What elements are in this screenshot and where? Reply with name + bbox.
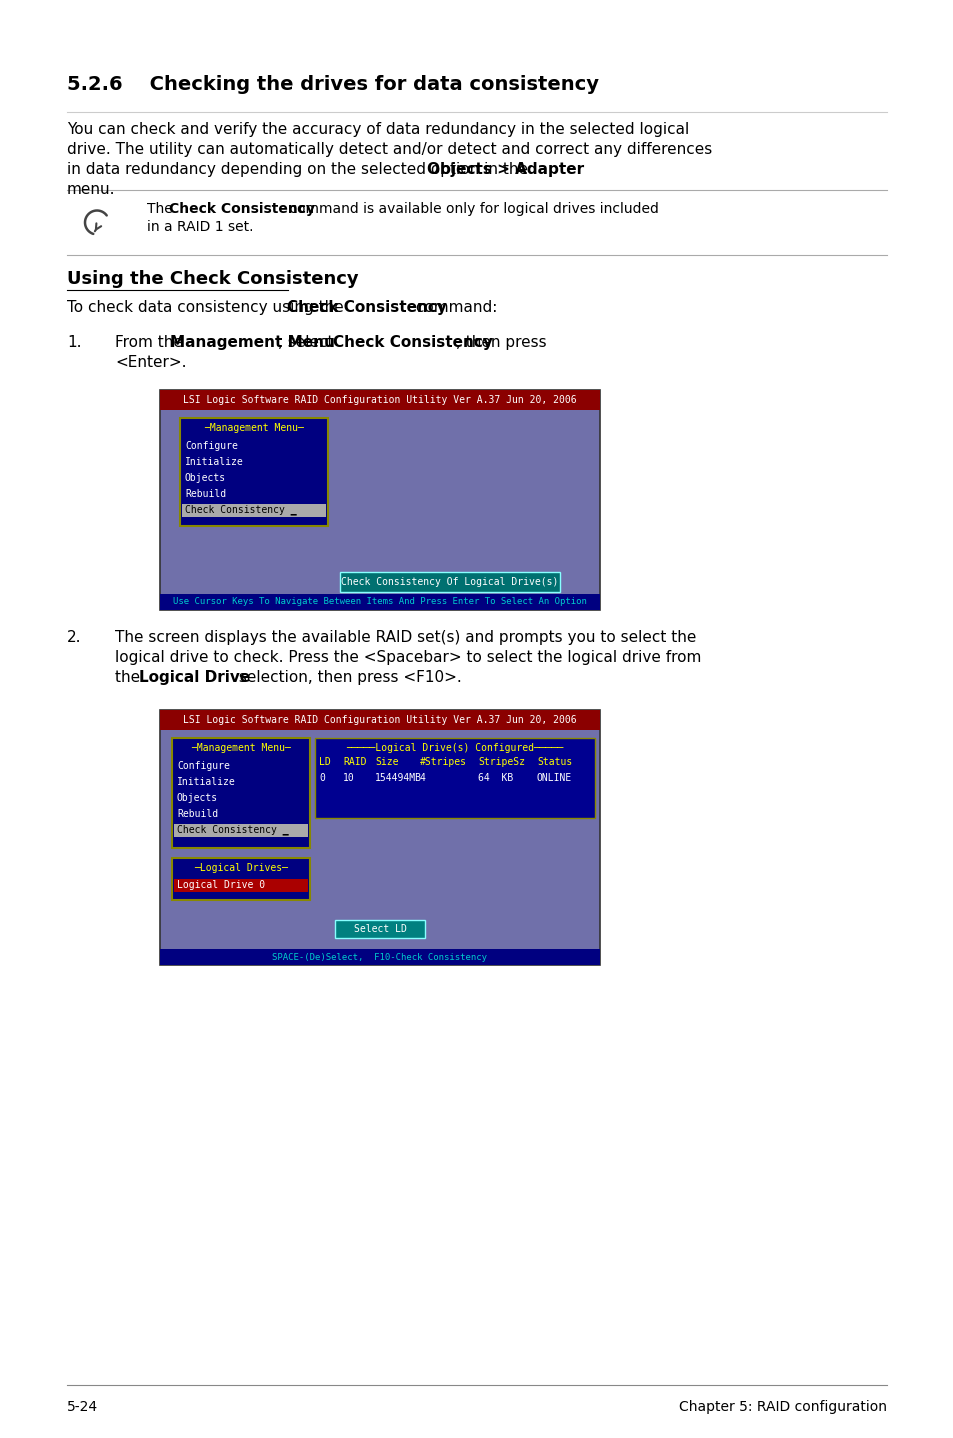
Text: 2.: 2.	[67, 630, 81, 646]
Bar	[173, 824, 308, 837]
Text: Logical Drive 0: Logical Drive 0	[177, 880, 265, 890]
Text: You can check and verify the accuracy of data redundancy in the selected logical: You can check and verify the accuracy of…	[67, 122, 688, 137]
Text: Objects > Adapter: Objects > Adapter	[426, 162, 583, 177]
Bar	[160, 710, 599, 965]
Bar	[182, 503, 326, 518]
Text: ─Logical Drives─: ─Logical Drives─	[193, 863, 288, 873]
Text: <Enter>.: <Enter>.	[115, 355, 186, 370]
Text: 10: 10	[343, 774, 355, 784]
Text: Objects: Objects	[185, 473, 226, 483]
Text: To check data consistency using the: To check data consistency using the	[67, 301, 348, 315]
Text: Use Cursor Keys To Navigate Between Items And Press Enter To Select An Option: Use Cursor Keys To Navigate Between Item…	[172, 598, 586, 607]
Text: LSI Logic Software RAID Configuration Utility Ver A.37 Jun 20, 2006: LSI Logic Software RAID Configuration Ut…	[183, 395, 577, 406]
Text: , select: , select	[278, 335, 338, 349]
Text: command is available only for logical drives included: command is available only for logical dr…	[284, 201, 658, 216]
Text: Objects: Objects	[177, 792, 218, 802]
Text: Configure: Configure	[177, 761, 230, 771]
Text: in a RAID 1 set.: in a RAID 1 set.	[147, 220, 253, 234]
Text: command:: command:	[411, 301, 497, 315]
Text: LD: LD	[318, 756, 331, 766]
Text: StripeSz: StripeSz	[477, 756, 524, 766]
Text: Initialize: Initialize	[185, 457, 244, 467]
Text: Check Consistency ▁: Check Consistency ▁	[177, 825, 289, 835]
Text: 0: 0	[318, 774, 325, 784]
Text: logical drive to check. Press the <Spacebar> to select the logical drive from: logical drive to check. Press the <Space…	[115, 650, 700, 664]
Text: Size: Size	[375, 756, 398, 766]
Text: The: The	[147, 201, 177, 216]
Text: ─Management Menu─: ─Management Menu─	[204, 423, 304, 433]
Text: Chapter 5: RAID configuration: Chapter 5: RAID configuration	[679, 1401, 886, 1414]
Text: 4: 4	[419, 774, 425, 784]
Text: Select LD: Select LD	[354, 925, 406, 935]
Bar	[172, 738, 310, 848]
Text: SPACE-(De)Select,  F10-Check Consistency: SPACE-(De)Select, F10-Check Consistency	[273, 952, 487, 962]
Text: the: the	[115, 670, 145, 684]
Bar	[160, 949, 599, 965]
Text: 64  KB: 64 KB	[477, 774, 513, 784]
Text: Configure: Configure	[185, 441, 237, 452]
Bar	[339, 572, 559, 592]
Bar	[160, 390, 599, 610]
Text: Initialize: Initialize	[177, 777, 235, 787]
Bar	[160, 390, 599, 410]
Text: 5-24: 5-24	[67, 1401, 98, 1414]
Text: Management Menu: Management Menu	[170, 335, 335, 349]
Bar	[160, 594, 599, 610]
Text: #Stripes: #Stripes	[419, 756, 467, 766]
Text: Check Consistency: Check Consistency	[169, 201, 314, 216]
Text: selection, then press <F10>.: selection, then press <F10>.	[233, 670, 461, 684]
Bar	[173, 879, 308, 892]
Text: 1.: 1.	[67, 335, 81, 349]
Text: Check Consistency: Check Consistency	[286, 301, 446, 315]
Bar	[172, 858, 310, 900]
Text: Status: Status	[537, 756, 572, 766]
Text: Check Consistency: Check Consistency	[333, 335, 493, 349]
Text: drive. The utility can automatically detect and/or detect and correct any differ: drive. The utility can automatically det…	[67, 142, 712, 157]
Bar	[314, 738, 595, 818]
Text: Rebuild: Rebuild	[185, 489, 226, 499]
Text: 5.2.6    Checking the drives for data consistency: 5.2.6 Checking the drives for data consi…	[67, 75, 598, 93]
Bar	[160, 710, 599, 731]
Text: ─Management Menu─: ─Management Menu─	[191, 743, 291, 754]
Text: menu.: menu.	[67, 183, 115, 197]
Text: The screen displays the available RAID set(s) and prompts you to select the: The screen displays the available RAID s…	[115, 630, 696, 646]
Text: in data redundancy depending on the selected option in the: in data redundancy depending on the sele…	[67, 162, 533, 177]
Text: Check Consistency ▁: Check Consistency ▁	[185, 505, 296, 515]
Bar	[180, 418, 328, 526]
Bar	[335, 920, 424, 938]
Text: 154494MB: 154494MB	[375, 774, 421, 784]
Text: LSI Logic Software RAID Configuration Utility Ver A.37 Jun 20, 2006: LSI Logic Software RAID Configuration Ut…	[183, 715, 577, 725]
Text: Logical Drive: Logical Drive	[139, 670, 251, 684]
Text: , then press: , then press	[456, 335, 546, 349]
Text: Using the Check Consistency: Using the Check Consistency	[67, 270, 358, 288]
Text: Check Consistency Of Logical Drive(s): Check Consistency Of Logical Drive(s)	[341, 577, 558, 587]
Text: Rebuild: Rebuild	[177, 810, 218, 820]
Text: ─────Logical Drive(s) Configured─────: ─────Logical Drive(s) Configured─────	[346, 743, 563, 754]
Text: From the: From the	[115, 335, 188, 349]
Text: ONLINE: ONLINE	[537, 774, 572, 784]
Text: RAID: RAID	[343, 756, 366, 766]
